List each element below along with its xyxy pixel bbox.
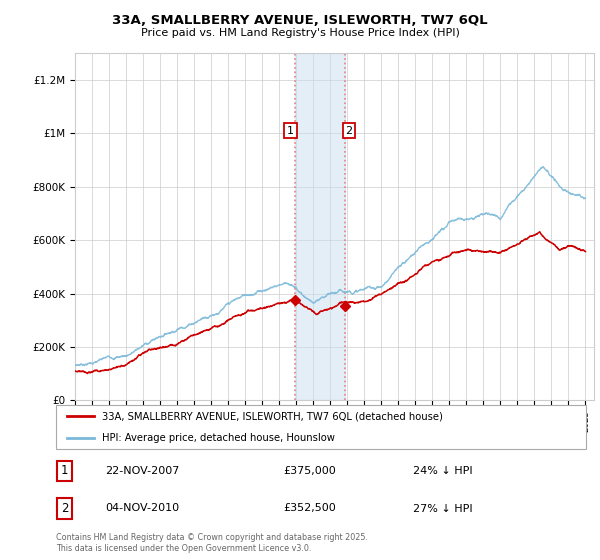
Text: 24% ↓ HPI: 24% ↓ HPI bbox=[413, 466, 472, 476]
Text: 27% ↓ HPI: 27% ↓ HPI bbox=[413, 503, 472, 514]
Text: Contains HM Land Registry data © Crown copyright and database right 2025.
This d: Contains HM Land Registry data © Crown c… bbox=[56, 533, 368, 553]
Text: 22-NOV-2007: 22-NOV-2007 bbox=[105, 466, 179, 476]
Text: 1: 1 bbox=[61, 464, 68, 477]
Text: 33A, SMALLBERRY AVENUE, ISLEWORTH, TW7 6QL (detached house): 33A, SMALLBERRY AVENUE, ISLEWORTH, TW7 6… bbox=[103, 411, 443, 421]
Text: 04-NOV-2010: 04-NOV-2010 bbox=[105, 503, 179, 514]
Text: 33A, SMALLBERRY AVENUE, ISLEWORTH, TW7 6QL: 33A, SMALLBERRY AVENUE, ISLEWORTH, TW7 6… bbox=[112, 14, 488, 27]
Text: 2: 2 bbox=[346, 125, 353, 136]
Text: £352,500: £352,500 bbox=[283, 503, 336, 514]
Text: 2: 2 bbox=[61, 502, 68, 515]
Text: HPI: Average price, detached house, Hounslow: HPI: Average price, detached house, Houn… bbox=[103, 433, 335, 443]
Text: £375,000: £375,000 bbox=[283, 466, 336, 476]
Text: 1: 1 bbox=[287, 125, 294, 136]
Text: Price paid vs. HM Land Registry's House Price Index (HPI): Price paid vs. HM Land Registry's House … bbox=[140, 28, 460, 38]
FancyBboxPatch shape bbox=[56, 405, 586, 449]
Bar bbox=[295, 53, 345, 400]
